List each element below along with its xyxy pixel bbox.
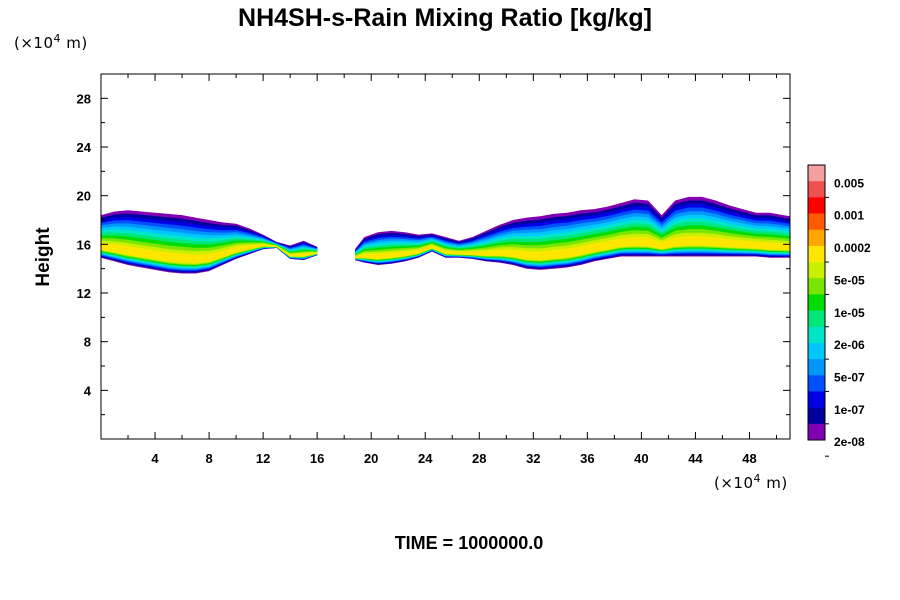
x-tick-label: 44	[688, 451, 703, 466]
colorbar-label: 0.001	[834, 209, 864, 223]
colorbar-label: 1e-05	[834, 306, 865, 320]
colorbar-label: 2e-06	[834, 338, 865, 352]
colorbar-swatch	[808, 181, 825, 198]
colorbar-swatch	[808, 326, 825, 344]
y-tick-label: 28	[77, 91, 91, 106]
y-tick-label: 8	[84, 335, 91, 350]
x-tick-label: 40	[634, 451, 648, 466]
colorbar-swatch	[808, 278, 825, 295]
colorbar-label: 2e-08	[834, 435, 865, 449]
colorbar-swatch	[808, 197, 825, 214]
colorbar-swatch	[808, 213, 825, 231]
time-label: TIME = 1000000.0	[395, 533, 544, 553]
x-tick-label: 12	[256, 451, 270, 466]
plot-frame	[100, 73, 791, 440]
chart-title: NH4SH-s-Rain Mixing Ratio [kg/kg]	[238, 4, 652, 32]
colorbar-swatch	[808, 229, 825, 247]
x-tick-label: 36	[580, 451, 594, 466]
colorbar-swatch	[808, 294, 825, 311]
y-tick-label: 4	[84, 383, 92, 398]
colorbar-swatch	[808, 262, 825, 279]
y-axis-unit: (×104 m)	[14, 32, 88, 52]
colorbar-label: 0.0002	[834, 241, 871, 255]
x-tick-label: 48	[742, 451, 756, 466]
x-tick-label: 32	[526, 451, 540, 466]
colorbar-label: 5e-07	[834, 370, 865, 384]
y-tick-label: 12	[77, 286, 91, 301]
contour-fields	[101, 196, 790, 274]
colorbar-label: 1e-07	[834, 403, 865, 417]
y-tick-label: 24	[77, 140, 92, 155]
colorbar-label: 0.005	[834, 176, 864, 190]
colorbar-swatch	[808, 407, 825, 425]
colorbar-swatch	[808, 423, 825, 441]
colorbar-swatch	[808, 375, 825, 392]
x-tick-label: 20	[364, 451, 378, 466]
y-tick-label: 16	[77, 237, 91, 252]
colorbar-swatch	[808, 342, 825, 360]
x-axis-unit: (×104 m)	[714, 472, 788, 492]
y-tick-label: 20	[77, 189, 91, 204]
contour-band	[355, 236, 790, 260]
colorbar: 0.005 0.001 0.0002 5e-05 1e-05 2e-06 5e-07 1e-0…	[807, 164, 871, 457]
colorbar-frame	[807, 164, 826, 441]
colorbar-swatch	[808, 310, 825, 328]
contour-band	[101, 243, 318, 264]
colorbar-swatch	[808, 359, 825, 376]
x-tick-label: 24	[418, 451, 433, 466]
x-tick-label: 4	[151, 451, 159, 466]
colorbar-label: 5e-05	[834, 273, 865, 287]
colorbar-swatch	[808, 165, 825, 182]
colorbar-swatch	[808, 391, 825, 409]
x-tick-label: 16	[310, 451, 324, 466]
x-tick-label: 8	[205, 451, 212, 466]
y-axis-label: Height	[33, 227, 54, 287]
colorbar-swatch	[808, 245, 825, 263]
x-tick-label: 28	[472, 451, 486, 466]
